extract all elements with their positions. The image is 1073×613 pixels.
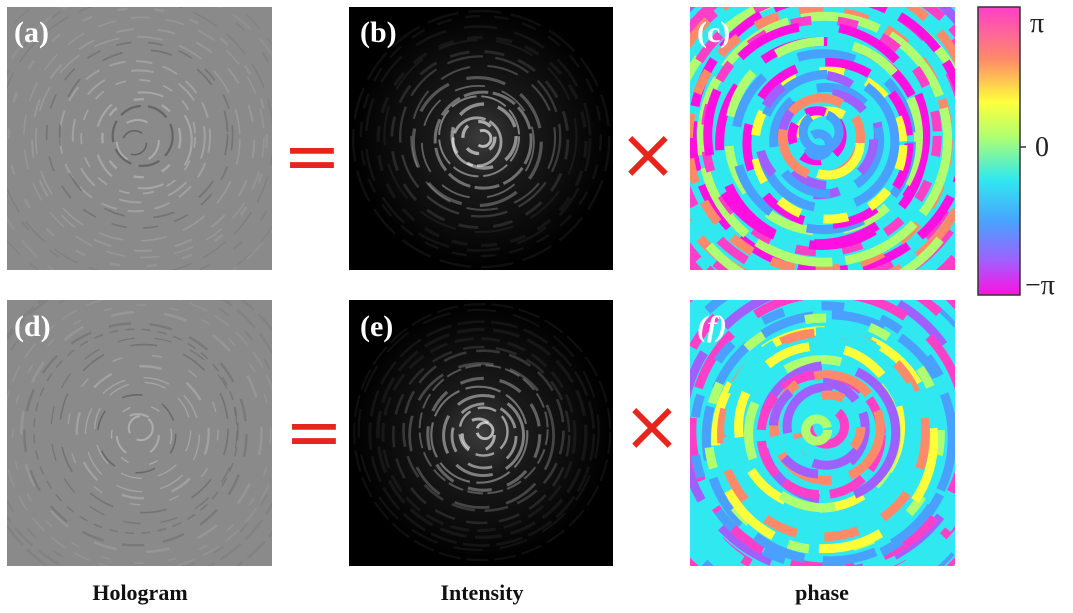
colorbar-label: π <box>1030 8 1044 39</box>
times-sign: × <box>619 113 678 195</box>
panel-label: (b) <box>360 16 397 49</box>
equals-sign: = <box>283 115 342 197</box>
panel-label: (c) <box>697 16 730 49</box>
caption: phase <box>795 580 849 605</box>
caption: Hologram <box>92 580 187 605</box>
panel-images <box>0 0 1026 613</box>
colorbar-label: 0 <box>1035 132 1049 163</box>
equals-sign: = <box>285 391 344 473</box>
panel-label: (e) <box>360 310 393 343</box>
colorbar-label: −π <box>1025 270 1055 301</box>
times-sign: × <box>623 385 682 467</box>
figure: (a) (b) (c) (d) (e) (f) = × = × π 0 −π H… <box>0 0 1073 613</box>
panel-label: (d) <box>14 310 51 343</box>
panel-image <box>626 0 1026 332</box>
colorbar <box>978 7 1020 295</box>
panel-label: (a) <box>14 16 49 49</box>
caption: Intensity <box>440 580 523 605</box>
panel-label: (f) <box>697 310 727 343</box>
